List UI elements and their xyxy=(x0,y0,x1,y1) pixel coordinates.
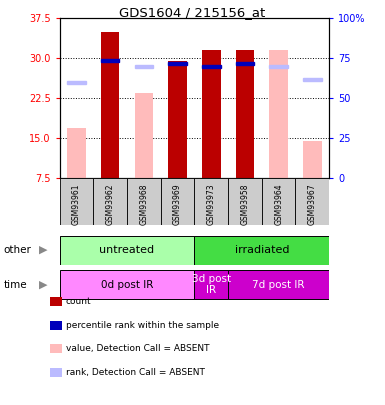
Bar xyxy=(303,141,321,178)
Text: GSM93958: GSM93958 xyxy=(241,184,249,225)
Bar xyxy=(228,178,262,225)
Text: GSM93967: GSM93967 xyxy=(308,184,317,226)
Text: 3d post
IR: 3d post IR xyxy=(192,274,231,295)
Text: 0d post IR: 0d post IR xyxy=(101,279,153,290)
Bar xyxy=(270,50,288,178)
Bar xyxy=(93,178,127,225)
Bar xyxy=(168,62,187,65)
Bar xyxy=(270,65,288,68)
Bar xyxy=(194,178,228,225)
Text: ▶: ▶ xyxy=(38,245,47,255)
Bar xyxy=(67,81,86,84)
Text: GSM93962: GSM93962 xyxy=(106,184,115,225)
Text: ▶: ▶ xyxy=(38,279,47,290)
Text: percentile rank within the sample: percentile rank within the sample xyxy=(66,321,219,330)
Bar xyxy=(202,65,221,68)
Text: GSM93961: GSM93961 xyxy=(72,184,81,225)
Bar xyxy=(228,270,329,299)
Bar xyxy=(262,178,296,225)
Bar xyxy=(101,60,119,62)
Bar xyxy=(60,178,93,225)
Text: GSM93969: GSM93969 xyxy=(173,184,182,226)
Text: GSM93968: GSM93968 xyxy=(139,184,148,225)
Bar xyxy=(236,62,254,65)
Bar xyxy=(194,236,329,265)
Bar xyxy=(202,50,221,178)
Text: GDS1604 / 215156_at: GDS1604 / 215156_at xyxy=(119,6,266,19)
Bar xyxy=(135,65,153,68)
Bar xyxy=(101,32,119,178)
Bar xyxy=(161,178,194,225)
Text: count: count xyxy=(66,297,91,306)
Text: GSM93964: GSM93964 xyxy=(274,184,283,226)
Bar xyxy=(60,270,194,299)
Text: value, Detection Call = ABSENT: value, Detection Call = ABSENT xyxy=(66,344,209,353)
Text: rank, Detection Call = ABSENT: rank, Detection Call = ABSENT xyxy=(66,368,205,377)
Bar xyxy=(194,270,228,299)
Bar xyxy=(67,128,86,178)
Text: 7d post IR: 7d post IR xyxy=(253,279,305,290)
Bar xyxy=(135,93,153,178)
Text: GSM93973: GSM93973 xyxy=(207,184,216,226)
Bar xyxy=(127,178,161,225)
Bar xyxy=(296,178,329,225)
Text: time: time xyxy=(4,279,27,290)
Text: other: other xyxy=(4,245,32,255)
Bar xyxy=(60,236,194,265)
Bar xyxy=(303,78,321,81)
Text: untreated: untreated xyxy=(99,245,155,255)
Bar xyxy=(168,61,187,178)
Text: irradiated: irradiated xyxy=(234,245,289,255)
Bar xyxy=(236,50,254,178)
